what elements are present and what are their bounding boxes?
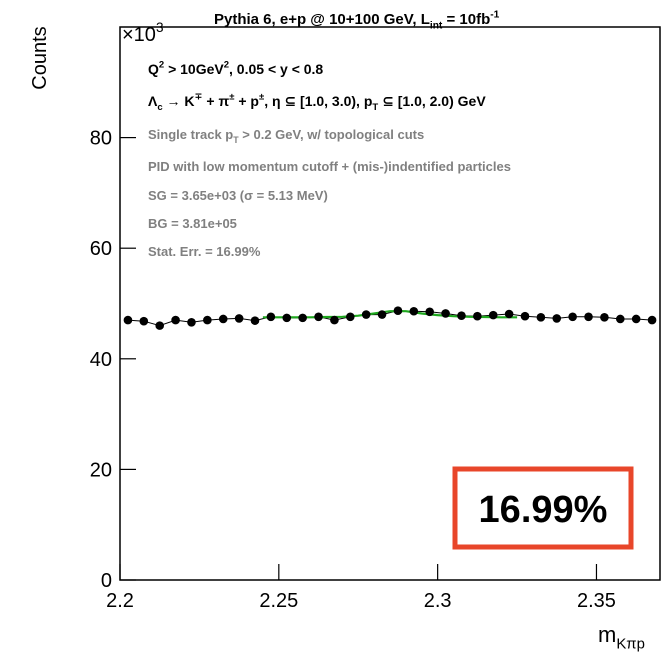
data-point	[361, 310, 371, 319]
y-tick-label: 60	[90, 238, 112, 260]
data-point	[520, 311, 530, 321]
text-part: ×10	[122, 24, 156, 46]
highlight-box	[452, 466, 634, 550]
y-tick-label: 0	[101, 570, 112, 592]
text-part: + p	[234, 93, 259, 109]
data-point	[584, 312, 593, 322]
data-point	[314, 312, 323, 322]
text-part: ∓	[195, 92, 203, 103]
data-point	[393, 306, 403, 315]
rich-text: Pythia 6, e+p @ 10+100 GeV, Lint = 10fb-…	[214, 9, 500, 31]
text-part: + π	[203, 93, 230, 109]
data-point	[615, 314, 625, 324]
text-part: Λ	[148, 93, 158, 109]
x-tick-label: 2.2	[106, 590, 134, 612]
text-part: BG = 3.81e+05	[148, 216, 237, 231]
data-point	[631, 314, 641, 324]
text-part: T	[233, 135, 239, 145]
text-part: Pythia 6, e+p @ 10+100 GeV, L	[214, 11, 430, 28]
x-tick-label: 2.3	[424, 590, 452, 612]
highlight-text: 16.99%	[479, 489, 608, 531]
plot-frame	[119, 26, 661, 581]
text-part: 2	[224, 60, 229, 71]
data-point	[139, 316, 149, 326]
annotation: Single track pT > 0.2 GeV, w/ topologica…	[148, 127, 424, 145]
data-point	[282, 313, 292, 323]
data-point	[171, 315, 180, 325]
text-part: > 0.2 GeV, w/ topological cuts	[239, 127, 425, 142]
annotation: BG = 3.81e+05	[148, 216, 237, 231]
y-axis-label: Counts	[29, 26, 51, 89]
data-point	[234, 314, 244, 323]
text-part: ⊆ [1.0, 2.0) GeV	[378, 93, 486, 109]
data-point	[123, 315, 133, 325]
annotation: PID with low momentum cutoff + (mis-)ind…	[148, 159, 511, 174]
data-point	[409, 306, 419, 316]
text-part: Q	[148, 61, 159, 77]
text-part: 2	[159, 60, 164, 71]
text-part: = 10fb	[442, 11, 490, 28]
text-part: m	[598, 622, 616, 647]
data-point	[203, 315, 212, 325]
data-point	[187, 318, 196, 327]
data-point	[441, 309, 450, 318]
data-point	[155, 321, 165, 330]
text-part: 3	[156, 20, 164, 35]
data-point	[377, 310, 387, 319]
data-point	[218, 314, 228, 324]
data-point	[600, 313, 609, 322]
data-point	[488, 310, 498, 320]
text-part: Kπp	[616, 636, 645, 653]
data-point	[298, 313, 307, 323]
data-point	[568, 312, 577, 322]
text-part: -1	[490, 9, 499, 20]
data-point	[552, 314, 562, 323]
annotation: SG = 3.65e+03 (σ = 5.13 MeV)	[148, 188, 328, 203]
data-point	[473, 311, 482, 321]
y-tick-label: 80	[90, 128, 112, 150]
data-point	[425, 307, 435, 317]
x-tick-label: 2.25	[259, 590, 298, 612]
data-point	[266, 312, 276, 322]
text-part: ±	[229, 92, 234, 103]
data-point	[647, 315, 657, 325]
data-point	[504, 309, 514, 319]
rich-text: mKπp	[598, 622, 645, 653]
y-tick-label: 20	[90, 459, 112, 481]
text-part: T	[372, 102, 378, 113]
text-part: Single track p	[148, 127, 233, 142]
x-tick-label: 2.35	[577, 590, 616, 612]
text-part: int	[430, 21, 443, 32]
data-point	[457, 311, 466, 320]
y-tick-label: 40	[90, 349, 112, 371]
text-part: Stat. Err. = 16.99%	[148, 244, 261, 259]
annotation: Stat. Err. = 16.99%	[148, 244, 261, 259]
text-part: , η ⊆ [1.0, 3.0), p	[264, 93, 372, 109]
rich-text: ×103	[122, 20, 164, 46]
data-point	[330, 315, 339, 325]
annotation: Q2 > 10GeV2, 0.05 < y < 0.8	[148, 60, 323, 77]
annotation: Λc → K∓ + π± + p±, η ⊆ [1.0, 3.0), pT ⊆ …	[148, 92, 486, 114]
text-part: ±	[259, 92, 264, 103]
text-part: → K	[163, 93, 195, 109]
data-line	[127, 310, 653, 327]
data-point	[250, 316, 260, 325]
text-part: c	[157, 102, 163, 113]
text-part: > 10GeV	[164, 61, 224, 77]
data-point	[345, 312, 355, 322]
text-part: SG = 3.65e+03 (σ = 5.13 MeV)	[148, 188, 328, 203]
data-point	[536, 313, 546, 322]
text-part: , 0.05 < y < 0.8	[229, 61, 323, 77]
text-part: PID with low momentum cutoff + (mis-)ind…	[148, 159, 511, 174]
